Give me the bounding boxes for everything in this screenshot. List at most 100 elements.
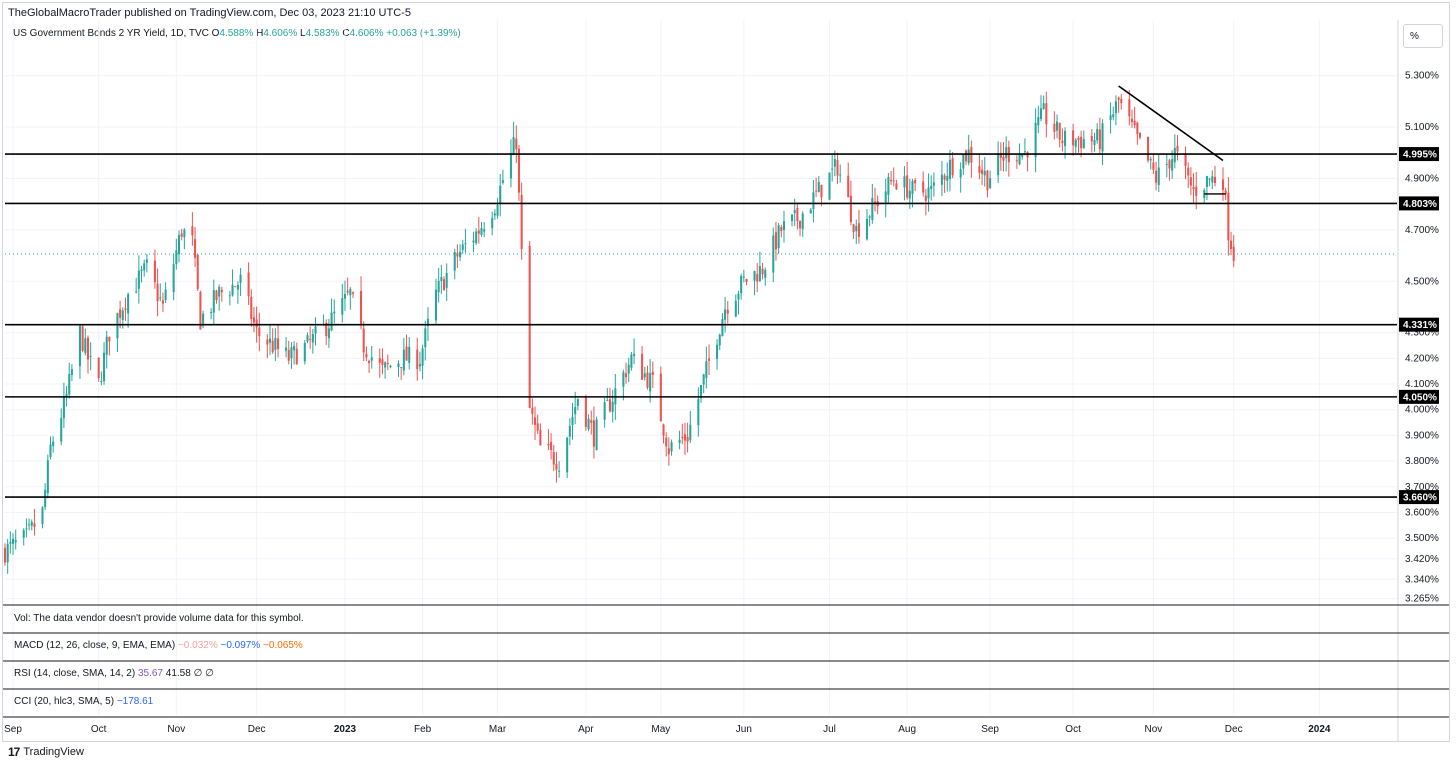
candle-body	[625, 373, 628, 378]
candle	[967, 134, 970, 166]
candle	[756, 262, 759, 293]
candle-body	[220, 289, 223, 293]
candle	[287, 340, 290, 365]
candle	[962, 153, 965, 175]
candle	[1015, 155, 1018, 169]
candle	[124, 297, 127, 321]
candle	[293, 341, 296, 365]
candle	[550, 433, 553, 460]
candle	[964, 149, 968, 165]
candle	[772, 227, 775, 283]
symbol-name: US Government Bonds 2 YR Yield, 1D, TVC	[13, 28, 209, 39]
candle	[855, 219, 858, 245]
candle	[6, 539, 9, 574]
candle-body	[137, 270, 140, 289]
percent-scale-button[interactable]: %	[1403, 24, 1443, 48]
candle-body	[1096, 129, 1099, 141]
time-tick-label: Dec	[1225, 724, 1243, 735]
candle-body	[855, 225, 858, 232]
candle-body	[159, 297, 162, 299]
candle	[922, 171, 925, 197]
candle	[1205, 175, 1208, 201]
candle-body	[887, 177, 890, 195]
candle-body	[378, 358, 381, 363]
candle-body	[153, 260, 156, 283]
candle-body	[22, 530, 25, 538]
candle-body	[1138, 132, 1142, 138]
candle	[1227, 177, 1230, 256]
candle-body	[325, 322, 328, 337]
candle-body	[515, 138, 518, 150]
candle-body	[892, 180, 895, 182]
candle-body	[475, 231, 478, 244]
candle	[12, 533, 15, 555]
candle-body	[603, 402, 606, 420]
candle	[86, 335, 90, 374]
time-tick-label: 2024	[1308, 724, 1331, 735]
price-tick-label: 4.500%	[1405, 276, 1439, 287]
candle-body	[1187, 167, 1190, 176]
candle-body	[426, 318, 429, 326]
candle-body	[871, 197, 874, 221]
candle-body	[1098, 129, 1101, 150]
candle	[1157, 153, 1160, 193]
candle	[914, 178, 917, 192]
candle-body	[228, 295, 231, 297]
rsi-band-value-1: ∅	[193, 668, 203, 679]
candle	[480, 222, 483, 237]
candle-body	[501, 180, 504, 183]
candle	[1042, 95, 1045, 110]
candle	[389, 364, 392, 369]
candle	[1058, 122, 1061, 148]
price-axis[interactable]: 5.300% 5.100% 4.900% 4.700% 4.500% 4.300% 4.20…	[1397, 20, 1439, 742]
trendline	[1118, 85, 1224, 162]
candle-body	[309, 338, 312, 340]
candle-body	[964, 150, 968, 162]
candle	[1213, 165, 1216, 187]
candle-body	[566, 437, 569, 473]
candle	[1034, 108, 1037, 173]
candle	[983, 157, 986, 187]
candle	[1061, 128, 1064, 152]
macd-settings: MACD (12, 26, close, 9, EMA, EMA)	[14, 640, 176, 651]
candle	[512, 121, 515, 156]
price-tick-label: 3.420%	[1405, 554, 1439, 565]
candle-body	[127, 294, 130, 314]
candle	[978, 153, 981, 180]
candle-body	[1227, 192, 1230, 241]
level-price-tag	[1399, 317, 1439, 332]
candle-body	[799, 220, 802, 229]
candle-body	[483, 229, 486, 232]
candle	[378, 348, 381, 378]
volume-message: Vol: The data vendor doesn't provide vol…	[14, 613, 304, 624]
time-axis[interactable]: Sep Oct Nov Dec 2023 Feb Mar Apr May Jun Jul Aug Sep…	[4, 724, 1331, 735]
candle	[790, 214, 794, 227]
rsi-value: 35.67	[137, 668, 163, 679]
macd-pane-label: MACD (12, 26, close, 9, EMA, EMA) −0.032…	[14, 640, 303, 651]
candle	[234, 286, 237, 288]
candle-body	[25, 528, 28, 530]
candle-body	[608, 399, 612, 412]
time-tick-label: Dec	[248, 724, 266, 735]
rsi-band-value-2: ∅	[205, 668, 214, 679]
candle	[817, 176, 820, 193]
candle	[314, 317, 317, 346]
candle-body	[857, 223, 860, 237]
cci-pane-label: CCI (20, hlc3, SMA, 5) −178.61	[14, 696, 153, 707]
candle	[742, 269, 745, 283]
candle-body	[239, 274, 242, 283]
candle	[708, 344, 711, 376]
candle-body	[999, 152, 1002, 159]
candle	[368, 359, 371, 373]
candle-body	[247, 272, 250, 297]
candle-body	[1114, 101, 1117, 114]
candle-body	[252, 317, 255, 323]
candle-body	[764, 269, 767, 278]
price-tick-label: 5.100%	[1405, 122, 1439, 133]
candle	[330, 298, 333, 332]
candle	[14, 529, 17, 550]
candle-body	[327, 328, 330, 339]
candle-body	[1056, 121, 1059, 131]
tradingview-brand[interactable]: 17 TradingView	[8, 745, 84, 759]
